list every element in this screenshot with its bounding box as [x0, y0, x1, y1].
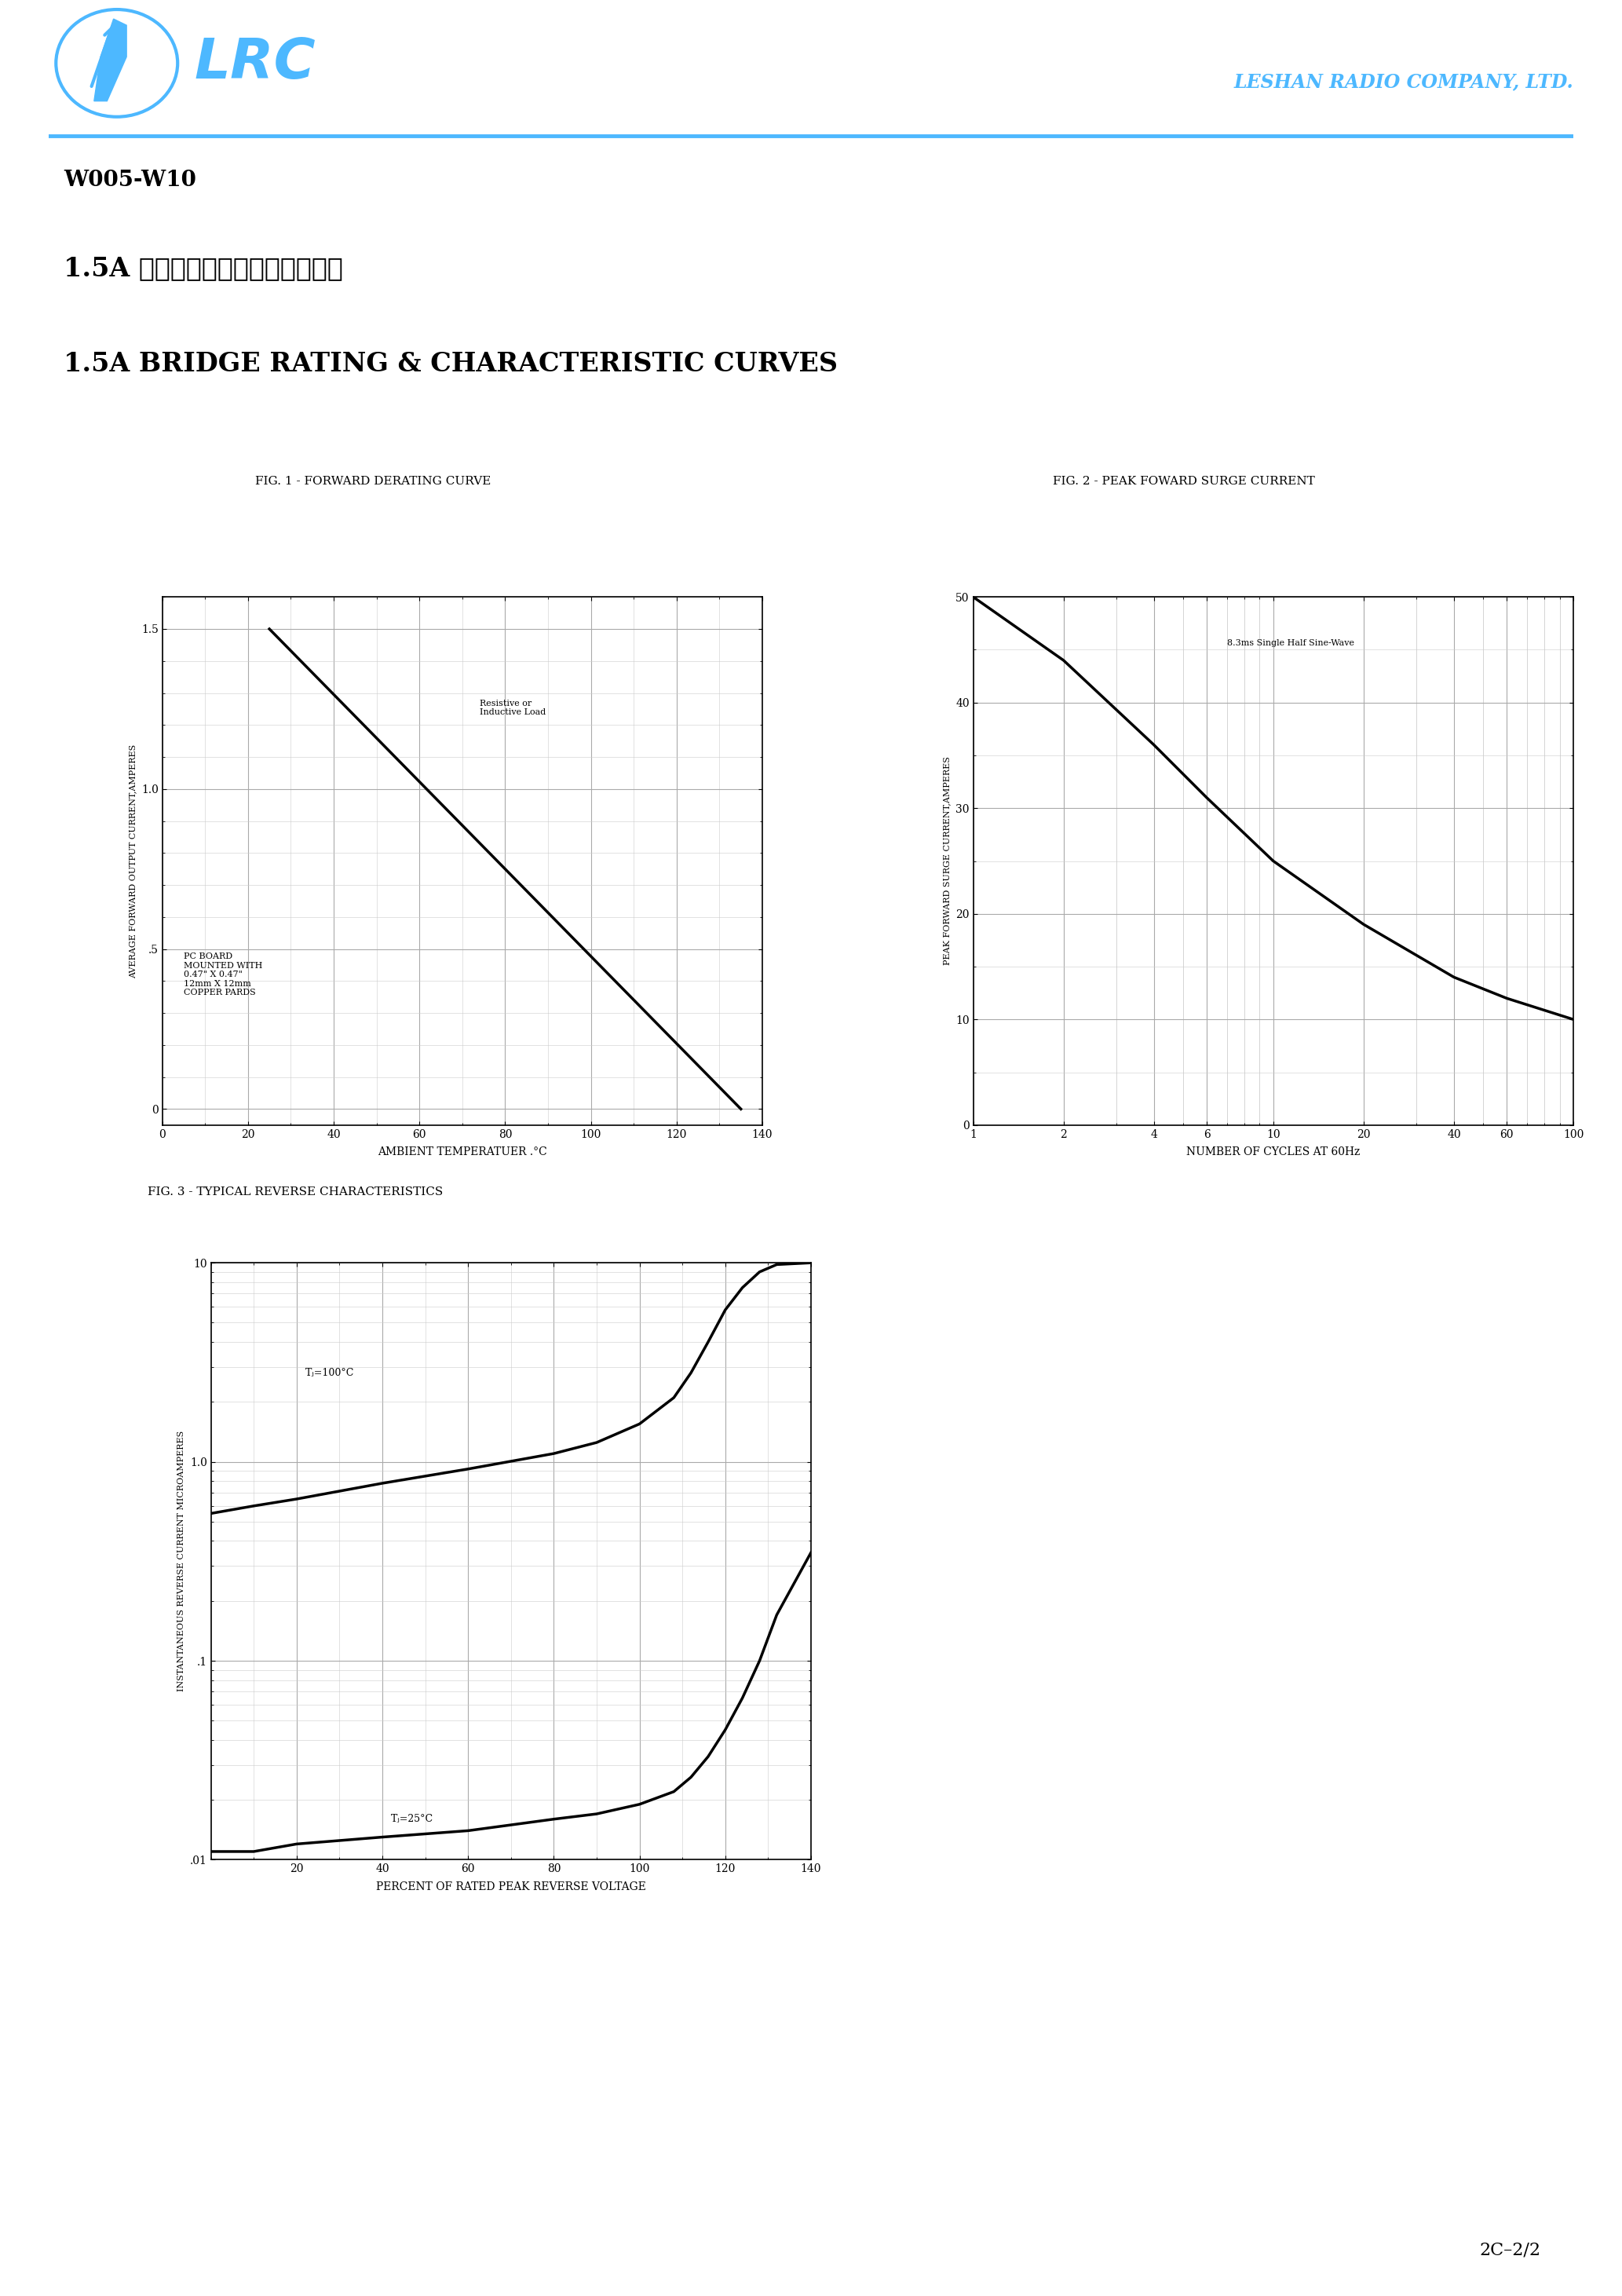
X-axis label: NUMBER OF CYCLES AT 60Hz: NUMBER OF CYCLES AT 60Hz — [1186, 1146, 1361, 1157]
Text: 1.5A BRIDGE RATING & CHARACTERISTIC CURVES: 1.5A BRIDGE RATING & CHARACTERISTIC CURV… — [63, 351, 839, 377]
Text: PC BOARD
MOUNTED WITH
0.47" X 0.47"
12mm X 12mm
COPPER PARDS: PC BOARD MOUNTED WITH 0.47" X 0.47" 12mm… — [183, 953, 263, 996]
Text: LRC: LRC — [195, 37, 316, 90]
Y-axis label: PEAK FORWARD SURGE CURRENT,AMPERES: PEAK FORWARD SURGE CURRENT,AMPERES — [944, 758, 950, 964]
Text: W005-W10: W005-W10 — [63, 170, 196, 191]
Text: FIG. 2 - PEAK FOWARD SURGE CURRENT: FIG. 2 - PEAK FOWARD SURGE CURRENT — [1053, 475, 1315, 487]
Y-axis label: INSTANTANEOUS REVERSE CURRENT MICROAMPERES: INSTANTANEOUS REVERSE CURRENT MICROAMPER… — [178, 1430, 185, 1692]
Text: 8.3ms Single Half Sine-Wave: 8.3ms Single Half Sine-Wave — [1226, 638, 1354, 647]
Text: LESHAN RADIO COMPANY, LTD.: LESHAN RADIO COMPANY, LTD. — [1234, 73, 1573, 92]
Y-axis label: AVERAGE FORWARD OUTPUT CURRENT,AMPERES: AVERAGE FORWARD OUTPUT CURRENT,AMPERES — [130, 744, 136, 978]
Text: Tⱼ=100°C: Tⱼ=100°C — [305, 1368, 354, 1378]
X-axis label: PERCENT OF RATED PEAK REVERSE VOLTAGE: PERCENT OF RATED PEAK REVERSE VOLTAGE — [376, 1880, 646, 1892]
Text: Resistive or
Inductive Load: Resistive or Inductive Load — [480, 700, 545, 716]
Text: FIG. 3 - TYPICAL REVERSE CHARACTERISTICS: FIG. 3 - TYPICAL REVERSE CHARACTERISTICS — [148, 1187, 443, 1196]
X-axis label: AMBIENT TEMPERATUER .°C: AMBIENT TEMPERATUER .°C — [378, 1146, 547, 1157]
Text: FIG. 1 - FORWARD DERATING CURVE: FIG. 1 - FORWARD DERATING CURVE — [255, 475, 491, 487]
Polygon shape — [94, 18, 127, 101]
Text: 1.5A 桥式整流器额定値与特性曲线: 1.5A 桥式整流器额定値与特性曲线 — [63, 255, 344, 280]
Text: 2C–2/2: 2C–2/2 — [1479, 2241, 1541, 2259]
Text: Tⱼ=25°C: Tⱼ=25°C — [391, 1814, 433, 1825]
